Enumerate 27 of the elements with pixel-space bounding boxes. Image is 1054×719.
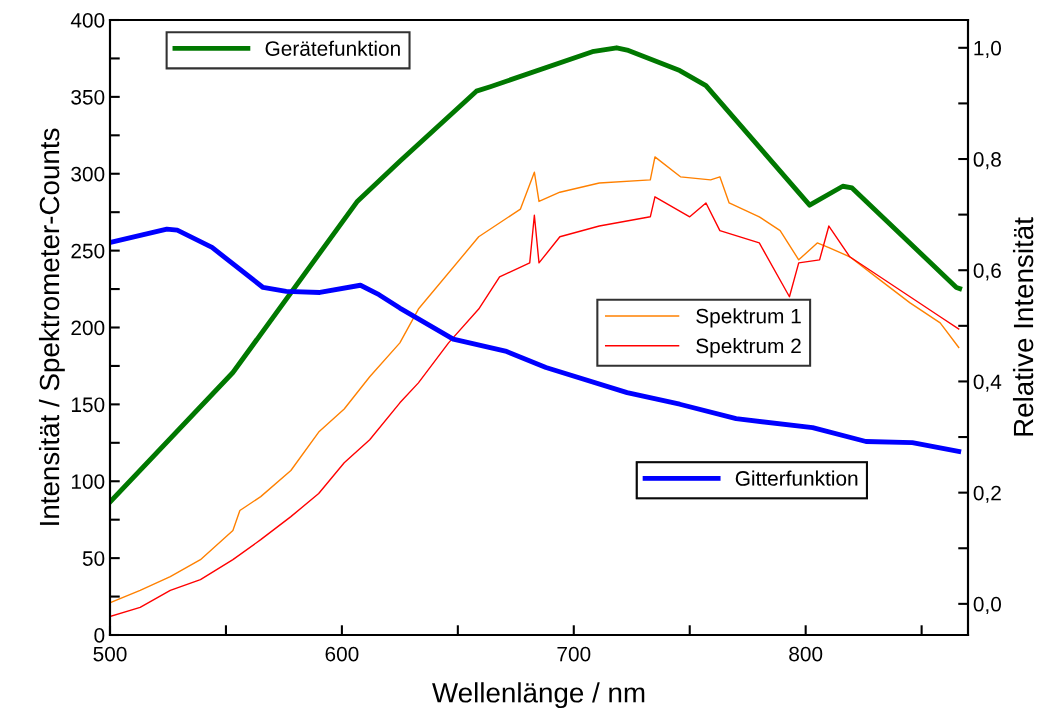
y2-tick-label: 0,8: [973, 152, 1001, 170]
x-tick-label: 600: [325, 646, 359, 662]
y-tick-label: 250: [71, 243, 105, 259]
legend-label: Spektrum 2: [696, 338, 801, 358]
y2-tick-label: 0,2: [973, 485, 1001, 503]
y-tick-label: 200: [71, 320, 105, 336]
y2-tick-label: 0,4: [973, 374, 1002, 392]
y-tick-label: 150: [71, 397, 105, 413]
y2-axis-title: Relative Intensität: [1012, 217, 1034, 436]
y-tick-label: 300: [71, 166, 105, 182]
x-axis-title: Wellenlänge / nm: [432, 682, 645, 709]
y2-tick-label: 1,0: [974, 40, 1002, 59]
y-tick-label: 100: [71, 474, 105, 489]
y-tick-label: 50: [82, 551, 105, 566]
y-axis-title: Intensität / Spektrometer-Counts: [38, 128, 65, 525]
y2-tick-label: 0,6: [973, 263, 1001, 281]
legend-label: Spektrum 1: [696, 308, 801, 328]
y2-tick-label: 0,0: [973, 596, 1002, 615]
legend-label: Gitterfunktion: [735, 470, 858, 486]
y-tick-label: 350: [71, 89, 105, 105]
y-tick-label: 0: [94, 628, 105, 643]
x-tick-label: 700: [557, 646, 591, 662]
x-tick-label: 800: [789, 646, 823, 662]
y-tick-label: 400: [70, 13, 105, 28]
line-series: [110, 226, 962, 454]
legend-label: Gerätefunktion: [265, 40, 400, 56]
x-tick-label: 500: [93, 646, 127, 662]
